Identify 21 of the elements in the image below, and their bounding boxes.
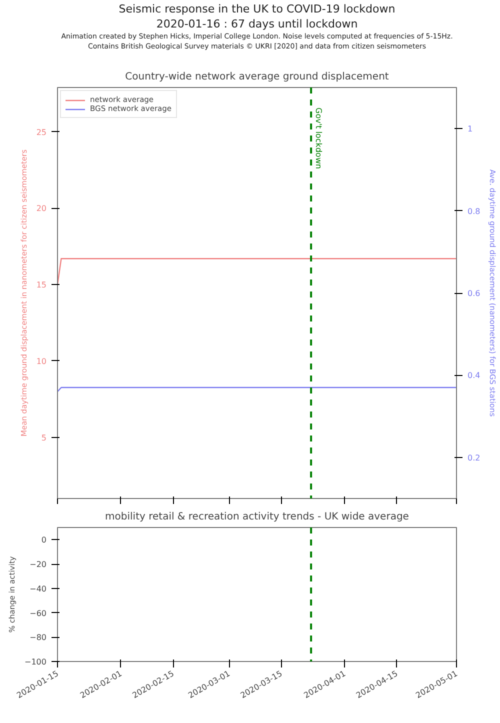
y-tick-label: −40 <box>30 584 47 594</box>
y-tick-label: −80 <box>30 633 47 642</box>
y-tick-label: −60 <box>30 608 47 618</box>
y-tick-label: 20 <box>36 204 47 214</box>
y-tick-label: −20 <box>30 560 47 570</box>
y-tick-label: 5 <box>41 433 47 442</box>
y2-tick-label: 0.6 <box>468 289 480 298</box>
chart-title: mobility retail & recreation activity trends - UK wide average <box>105 512 409 522</box>
text: 2020-01-16 : 67 days until lockdown <box>156 18 358 30</box>
text: Seismic response in the UK to COVID-19 lockdown <box>118 2 396 16</box>
y2-tick-label: 1 <box>468 124 473 134</box>
y-tick-label: 0 <box>41 536 47 545</box>
y-tick-label: 25 <box>36 128 47 137</box>
chart-title: Country-wide network average ground displacement <box>125 72 389 82</box>
y2-tick-label: 0.2 <box>468 453 480 462</box>
y-tick-label: −100 <box>24 658 47 666</box>
ref-line-label: Gov't lockdown <box>314 108 324 169</box>
y2-tick-label: 0.8 <box>468 206 480 216</box>
y-tick-label: 15 <box>36 280 47 290</box>
y-tick-label: 10 <box>36 356 47 366</box>
y2-tick-label: 0.4 <box>468 371 480 380</box>
